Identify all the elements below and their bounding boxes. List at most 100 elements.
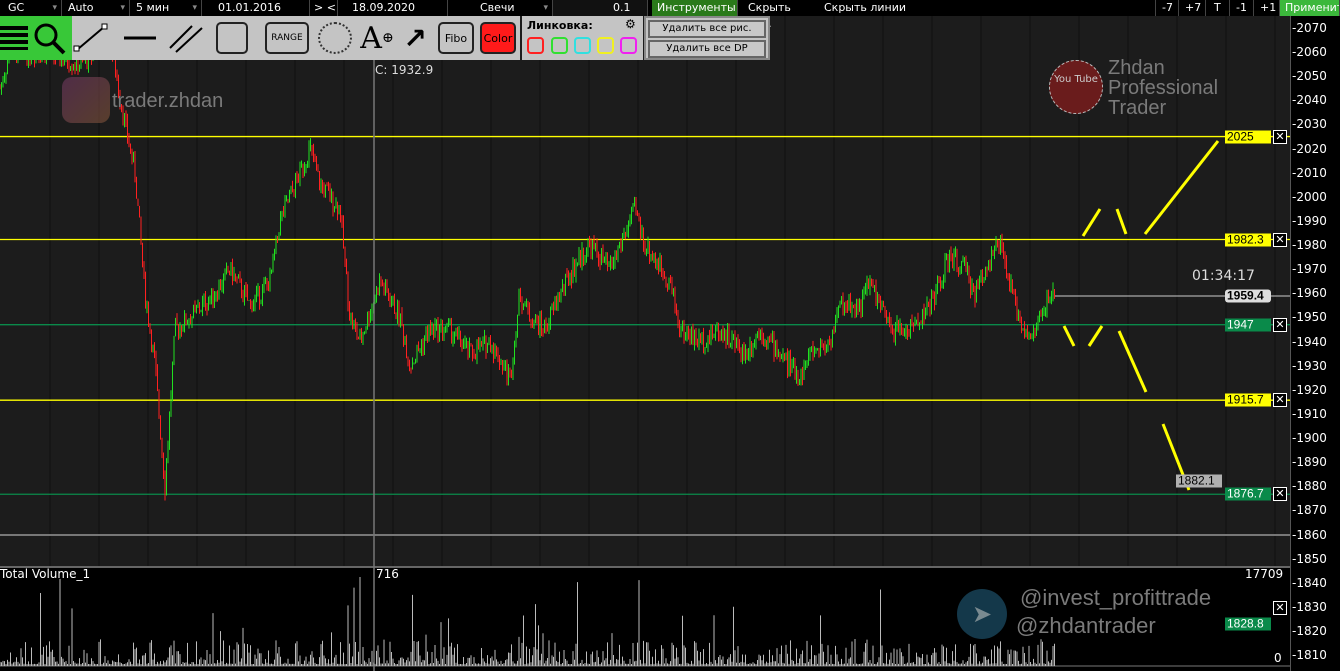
volume-cursor-value: 716 [376, 567, 399, 581]
crosshair-value: C: 1932.9 [375, 63, 434, 77]
shift-plus1-button[interactable]: +1 [1254, 0, 1280, 16]
price-label: 1915.7 [1225, 393, 1271, 407]
linking-label: Линковка: [527, 19, 593, 32]
menu-bars-icon[interactable] [0, 26, 28, 50]
y-tick-label: -1860 [1292, 527, 1327, 542]
y-tick-label: -2040 [1292, 93, 1327, 108]
y-tick-label: -1920 [1292, 382, 1327, 397]
shift-plus7-button[interactable]: +7 [1179, 0, 1206, 16]
hide-drawings-button[interactable]: Скрыть рис. [748, 1, 791, 30]
youtube-watermark-text: Zhdan Professional Trader [1108, 57, 1219, 119]
volume-max: 17709 [1245, 567, 1284, 581]
shift-minus1-button[interactable]: -1 [1230, 0, 1254, 16]
y-tick-label: -1820 [1292, 624, 1327, 638]
timeframe-select[interactable]: 5 мин [130, 0, 202, 16]
link-magenta[interactable] [620, 37, 637, 54]
linking-panel: Линковка: ⚙ [522, 16, 643, 60]
date-from-input[interactable]: 01.01.2016 [202, 0, 310, 16]
chart-type-select[interactable]: Свечи [448, 0, 553, 16]
price-label: 2025 [1225, 130, 1271, 144]
remove-line-icon[interactable]: ✕ [1273, 129, 1287, 144]
y-tick-label: -2030 [1292, 117, 1327, 132]
instagram-handle: trader.zhdan [112, 90, 224, 112]
y-tick-label: -2050 [1292, 69, 1327, 84]
shift-minus7-button[interactable]: -7 [1155, 0, 1179, 16]
step-input[interactable]: 0.1 [553, 0, 648, 16]
date-nav-button[interactable]: > < [310, 0, 338, 16]
y-tick-label: -2010 [1292, 165, 1327, 180]
volume-title: Total Volume_1 [0, 567, 91, 581]
color-tool[interactable]: Color [480, 22, 516, 54]
y-tick-label: -1850 [1292, 551, 1327, 566]
telegram-handle-2: @zhdantrader [1016, 613, 1156, 638]
fibo-tool[interactable]: Fibo [438, 22, 474, 54]
date-to-input[interactable]: 18.09.2020 [338, 0, 448, 16]
delete-all-drawings-button[interactable]: Удалить все рис. [648, 20, 766, 38]
symbol-select[interactable]: GC [0, 0, 62, 16]
y-tick-label: -1950 [1292, 310, 1327, 325]
volume-min: 0 [1274, 651, 1282, 665]
search-icon[interactable] [32, 21, 68, 57]
remove-line-icon[interactable]: ✕ [1273, 393, 1287, 408]
remove-line-icon[interactable]: ✕ [1273, 487, 1287, 502]
remove-line-icon[interactable]: ✕ [1273, 232, 1287, 247]
price-chart[interactable] [0, 0, 1290, 671]
today-button[interactable]: T [1206, 0, 1230, 16]
arrow-tool-icon[interactable]: ↗ [403, 21, 427, 55]
instruments-button[interactable]: Инструменты [652, 0, 738, 16]
y-tick-label: -1970 [1292, 262, 1327, 277]
y-tick-label: -1890 [1292, 455, 1327, 470]
price-label: 1982.3 [1225, 233, 1271, 247]
mode-select[interactable]: Auto [62, 0, 130, 16]
y-tick-label: -2020 [1292, 141, 1327, 156]
price-axis[interactable] [1290, 16, 1340, 671]
y-tick-label: -1830 [1292, 599, 1327, 614]
link-red[interactable] [527, 37, 544, 54]
yellow-forecast-drawings[interactable] [1062, 140, 1220, 491]
volume-level-label: 1828.8 [1225, 617, 1271, 631]
range-tool[interactable]: RANGE [265, 22, 309, 54]
delete-all-dp-button[interactable]: Удалить все DP [648, 40, 766, 58]
y-tick-label: -1940 [1292, 334, 1327, 349]
y-tick-label: -2060 [1292, 45, 1327, 60]
youtube-logo: You Tube [1049, 60, 1103, 114]
current-price-label: 1959.4 [1225, 289, 1271, 303]
drawing-tools: RANGE A ⊕ ↗ Fibo Color [72, 16, 520, 60]
remove-line-icon[interactable]: ✕ [1273, 601, 1287, 615]
y-tick-label: -1960 [1292, 286, 1327, 301]
y-tick-label: -1990 [1292, 213, 1327, 228]
link-cyan[interactable] [574, 37, 591, 54]
link-green[interactable] [551, 37, 568, 54]
action-buttons: Удалить все рис. Удалить все DP [644, 16, 770, 60]
countdown-timer: 01:34:17 [1192, 268, 1255, 284]
remove-line-icon[interactable]: ✕ [1273, 317, 1287, 332]
apply-button[interactable]: Применить [1280, 0, 1340, 16]
y-tick-label: -1870 [1292, 503, 1327, 518]
instagram-watermark [62, 77, 110, 123]
rectangle-tool[interactable] [216, 22, 248, 54]
y-tick-label: -2070 [1292, 21, 1327, 35]
trendline-tool-icon[interactable] [72, 22, 112, 54]
y-tick-label: -1910 [1292, 406, 1327, 421]
y-tick-label: -1900 [1292, 431, 1327, 446]
price-label: 1882.1 [1176, 474, 1222, 488]
horizontal-line-tool-icon[interactable] [120, 22, 160, 54]
hide-lines-button[interactable]: Скрыть линии [824, 1, 907, 14]
y-tick-label: -1810 [1292, 648, 1327, 663]
ellipse-tool[interactable] [318, 22, 352, 54]
gear-icon[interactable]: ⚙ [625, 17, 636, 31]
y-tick-label: -2000 [1292, 189, 1327, 204]
price-label: 1947 [1225, 318, 1271, 332]
channel-tool-icon[interactable] [166, 22, 206, 54]
price-label: 1876.7 [1225, 487, 1271, 501]
y-tick-label: -1980 [1292, 238, 1327, 253]
y-tick-label: -1840 [1292, 575, 1327, 590]
text-tool-icon[interactable]: A ⊕ [360, 20, 394, 56]
tool-panel-left [0, 16, 72, 60]
y-tick-label: -1880 [1292, 479, 1327, 494]
volume-pane [0, 567, 1290, 671]
link-yellow[interactable] [597, 37, 614, 54]
telegram-handle-1: @invest_profittrade [1020, 585, 1212, 610]
y-tick-label: -1930 [1292, 358, 1327, 373]
telegram-icon: ➤ [957, 589, 1007, 639]
